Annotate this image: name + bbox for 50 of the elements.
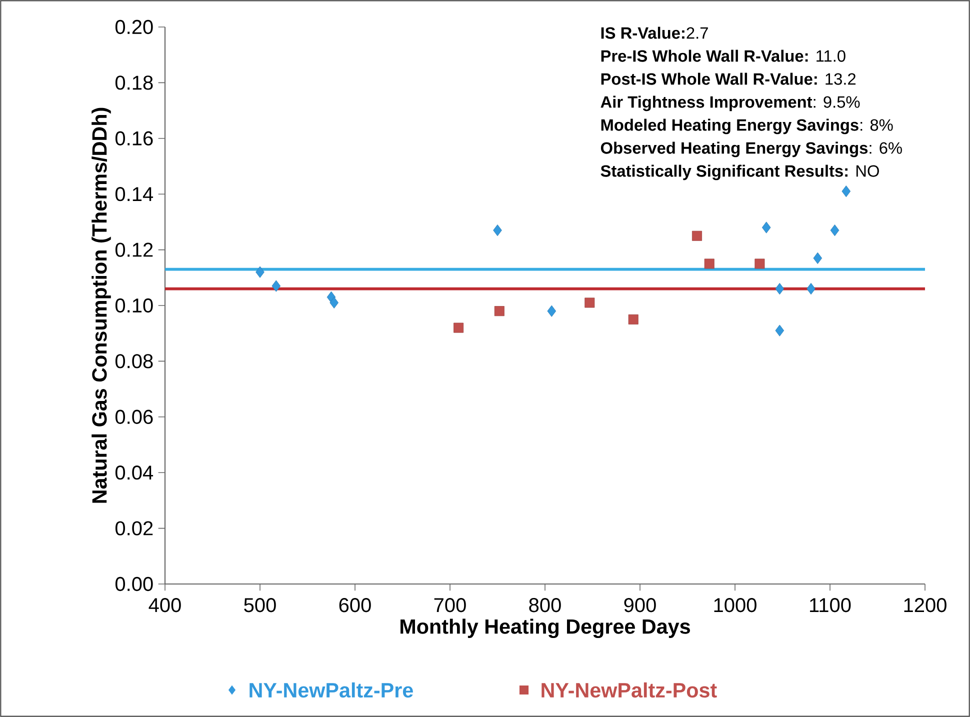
- y-tick-label: 0.18: [115, 76, 153, 90]
- y-axis-title: Natural Gas Consumption (Therms/DDh): [92, 108, 111, 503]
- annotation: Statistically Significant Results: NO: [600, 164, 879, 180]
- point: [842, 186, 851, 198]
- legend-label: NY-NewPaltz-Pre: [250, 682, 413, 698]
- point: [806, 282, 816, 295]
- point: [272, 280, 281, 292]
- x-tick-label: 900: [624, 598, 656, 612]
- annotation: Post-IS Whole Wall R-Value: 13.2: [601, 72, 856, 85]
- x-axis-title: Monthly Heating Degree Days: [400, 618, 690, 638]
- annotation: Observed Heating Energy Savings: 6%: [600, 142, 902, 158]
- y-tick-label: 0.12: [115, 242, 153, 257]
- annotation: IS R-Value:2.7: [601, 26, 708, 39]
- x-tick-label: 800: [529, 598, 561, 612]
- x-tick-label: 1100: [810, 598, 851, 612]
- x-tick-label: 1000: [714, 598, 756, 612]
- y-tick-label: 0.20: [115, 20, 153, 34]
- legend-label: NY-NewPaltz-Post: [542, 682, 717, 698]
- annotation: Pre-IS Whole Wall R-Value: 11.0: [601, 50, 846, 62]
- point: [547, 305, 556, 317]
- point: [330, 296, 338, 309]
- y-tick-label: 0.14: [115, 187, 154, 202]
- y-tick-label: 0.04: [115, 466, 154, 480]
- x-tick-label: 400: [148, 598, 181, 612]
- point: [813, 252, 822, 264]
- point: [454, 322, 464, 333]
- point: [830, 224, 840, 236]
- x-tick-label: 600: [339, 598, 371, 612]
- y-tick-label: 0.06: [115, 410, 153, 424]
- x-tick-label: 500: [244, 598, 276, 612]
- point: [256, 266, 264, 278]
- x-tick-label: 1200: [904, 598, 946, 612]
- point: [584, 298, 595, 308]
- point: [628, 314, 638, 324]
- point: [692, 230, 702, 241]
- y-tick-label: 0.16: [115, 131, 153, 146]
- point: [494, 306, 504, 316]
- y-tick-label: 0.02: [115, 521, 153, 536]
- y-tick-label: 0.00: [115, 576, 153, 592]
- y-tick-label: 0.08: [115, 354, 153, 368]
- point: [775, 324, 784, 336]
- annotation: Air Tightness Improvement: 9.5%: [600, 96, 860, 112]
- point: [762, 222, 771, 234]
- point: [775, 282, 784, 295]
- x-tick-label: 700: [434, 598, 466, 612]
- annotation: Modeled Heating Energy Savings: 8%: [601, 118, 893, 134]
- point: [704, 258, 714, 269]
- point: [493, 224, 502, 236]
- y-tick-label: 0.10: [115, 298, 153, 313]
- point: [754, 258, 765, 269]
